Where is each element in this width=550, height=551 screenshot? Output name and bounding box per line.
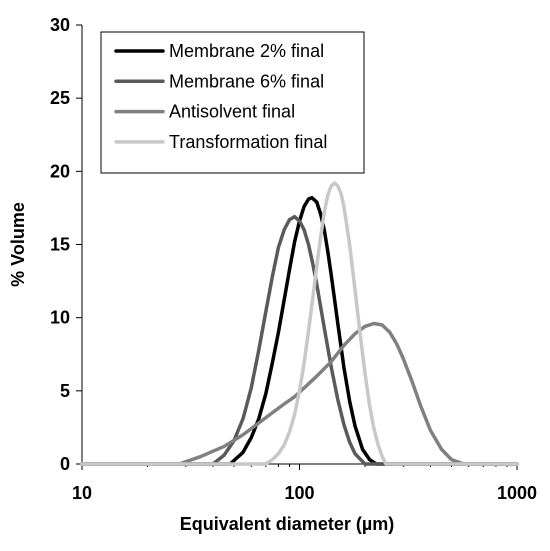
legend-box [100,31,365,174]
x-axis-title: Equivalent diameter (µm) [180,514,394,534]
x-tick-label: 100 [284,483,314,503]
legend-label: Membrane 2% final [169,41,324,61]
y-tick-label: 15 [50,235,70,255]
legend-label: Membrane 6% final [169,71,324,91]
legend-label: Transformation final [169,132,327,152]
y-tick-label: 25 [50,88,70,108]
series-line-2 [80,214,519,466]
y-tick-label: 0 [60,454,70,474]
x-tick-label: 10 [72,483,92,503]
ticks-layer: 0 5 10 15 20 25 30 10 100 1000 [50,15,537,503]
series-line-4 [80,181,519,466]
series-line-1 [80,195,519,466]
x-tick-label: 1000 [497,483,537,503]
legend: Membrane 2% final Membrane 6% final Antiso… [100,31,365,174]
y-axis-title: % Volume [8,202,28,287]
y-tick-label: 10 [50,308,70,328]
series-layer [80,181,519,466]
y-tick-label: 5 [60,381,70,401]
legend-label: Antisolvent final [169,102,295,122]
y-tick-label: 30 [50,15,70,35]
series-line-3 [80,321,519,466]
y-tick-label: 20 [50,161,70,181]
